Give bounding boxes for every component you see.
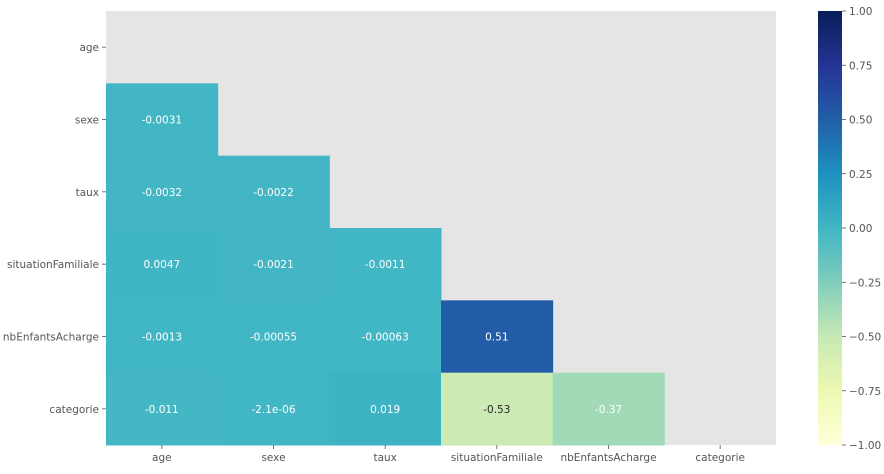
colorbar-tick-label: 0.00 <box>849 223 872 235</box>
y-tick-label: age <box>79 42 99 54</box>
y-axis: age sexe taux situationFamiliale nbEnfantsAc… <box>3 42 106 416</box>
colorbar-tick-label: 0.75 <box>849 60 872 72</box>
colorbar-tick-label: −0.50 <box>849 332 881 344</box>
heatmap-cell-labels: -0.0031 -0.0032 -0.0022 0.0047 -0.0021 -0.001… <box>142 115 623 416</box>
x-tick-label: situationFamiliale <box>451 452 543 464</box>
cell-value-label: -0.0021 <box>253 259 294 271</box>
cell-value-label: 0.019 <box>370 404 400 416</box>
heatmap-cell <box>106 228 219 301</box>
cell-value-label: -0.00063 <box>362 332 409 344</box>
cell-value-label: -0.0032 <box>142 187 183 199</box>
heatmap-cell <box>552 372 665 446</box>
heatmap-cell <box>106 372 219 446</box>
heatmap-cell <box>106 300 219 374</box>
colorbar-gradient <box>818 11 842 445</box>
y-tick-label: nbEnfantsAcharge <box>3 332 99 344</box>
x-tick-label: sexe <box>261 452 285 464</box>
heatmap-cell <box>441 300 554 374</box>
cell-value-label: -0.37 <box>595 404 622 416</box>
y-tick-label: taux <box>76 187 99 199</box>
colorbar-tick-label: −0.25 <box>849 277 881 289</box>
heatmap-cell <box>106 155 219 229</box>
heatmap-cell <box>217 228 330 301</box>
heatmap-cell <box>329 372 442 446</box>
colorbar-tick-label: −1.00 <box>849 440 881 452</box>
heatmap-cell <box>106 83 219 157</box>
colorbar: 1.00 0.75 0.50 0.25 0.00 −0.25 −0.50 −0.75 −1.00 <box>818 6 881 452</box>
cell-value-label: -0.0011 <box>365 259 406 271</box>
cell-value-label: -0.0022 <box>253 187 294 199</box>
cell-value-label: -0.00055 <box>250 332 297 344</box>
cell-value-label: -2.1e-06 <box>251 404 295 416</box>
heatmap-cell <box>217 372 330 446</box>
x-tick-label: age <box>152 452 172 464</box>
colorbar-tick-label: −0.75 <box>849 386 881 398</box>
cell-value-label: -0.011 <box>145 404 179 416</box>
y-tick-label: categorie <box>49 404 99 416</box>
heatmap-cell <box>329 300 442 374</box>
heatmap-cell <box>217 300 330 374</box>
x-tick-label: taux <box>373 452 396 464</box>
heatmap-cell <box>441 372 554 446</box>
colorbar-tick-label: 0.50 <box>849 115 872 127</box>
x-axis: age sexe taux situationFamiliale nbEnfantsAc… <box>152 445 745 464</box>
cell-value-label: 0.51 <box>485 332 508 344</box>
x-tick-label: categorie <box>695 452 745 464</box>
y-tick-label: situationFamiliale <box>7 259 99 271</box>
y-tick-label: sexe <box>75 115 99 127</box>
cell-value-label: -0.0031 <box>142 115 183 127</box>
heatmap-cell <box>329 228 442 301</box>
heatmap-cell <box>217 155 330 229</box>
cell-value-label: 0.0047 <box>143 259 180 271</box>
x-tick-label: nbEnfantsAcharge <box>560 452 656 464</box>
cell-value-label: -0.0013 <box>142 332 183 344</box>
heatmap-cells <box>106 83 665 446</box>
colorbar-tick-label: 1.00 <box>849 6 872 18</box>
colorbar-tick-label: 0.25 <box>849 169 872 181</box>
cell-value-label: -0.53 <box>483 404 510 416</box>
